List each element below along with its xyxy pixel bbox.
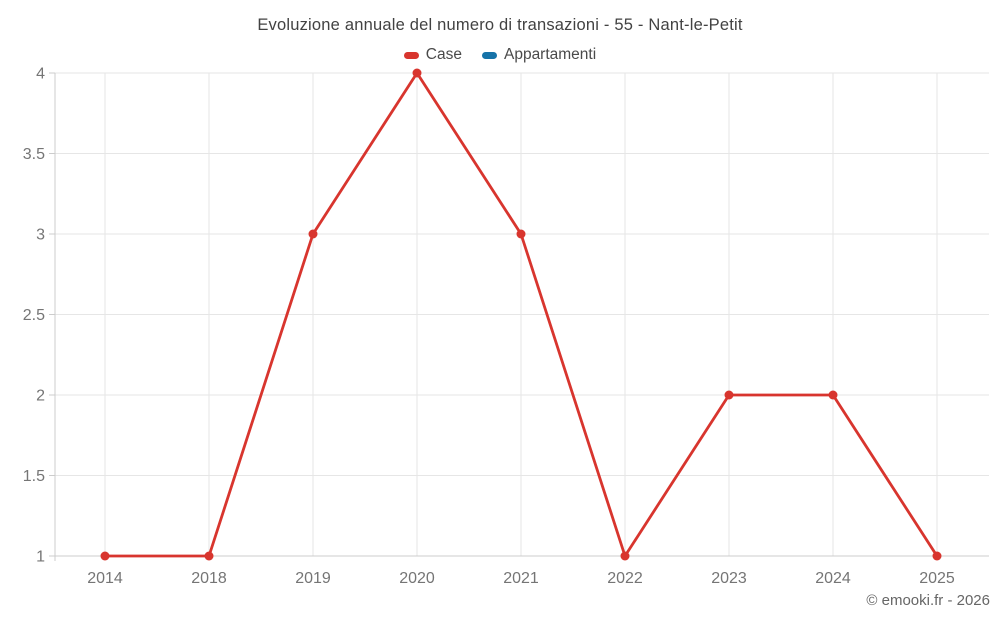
x-axis-label: 2020 (399, 570, 435, 587)
x-axis-label: 2025 (919, 570, 955, 587)
y-axis-label: 3.5 (23, 146, 45, 163)
x-axis-label: 2023 (711, 570, 747, 587)
case-series-swatch-icon (403, 51, 419, 59)
data-point-case (100, 551, 110, 561)
legend-item-case[interactable]: Case (403, 46, 462, 64)
y-axis-label: 1 (36, 549, 45, 566)
x-axis-label: 2018 (191, 570, 227, 587)
x-axis-label: 2022 (607, 570, 643, 587)
data-point-case (412, 68, 422, 78)
data-point-case (724, 390, 734, 400)
chart-title: Evoluzione annuale del numero di transaz… (257, 16, 743, 34)
y-axis-label: 3 (36, 227, 45, 244)
data-point-case (932, 551, 942, 561)
y-axis-label: 2.5 (23, 307, 45, 324)
data-point-case (828, 390, 838, 400)
data-point-case (308, 229, 318, 239)
y-axis-label: 1.5 (23, 468, 45, 485)
data-point-case (620, 551, 630, 561)
y-axis-label: 4 (36, 66, 45, 83)
data-point-case (516, 229, 526, 239)
data-point-case (204, 551, 214, 561)
legend-label-appartamenti: Appartamenti (503, 46, 597, 63)
legend-label-case: Case (425, 46, 462, 63)
x-axis-label: 2019 (295, 570, 331, 587)
appartamenti-series-swatch-icon (481, 51, 497, 59)
y-axis-label: 2 (36, 388, 45, 405)
copyright-footer: © emooki.fr - 2026 (866, 592, 990, 609)
x-axis-label: 2021 (503, 570, 539, 587)
x-axis-label: 2024 (815, 570, 851, 587)
x-axis-label: 2014 (87, 570, 123, 587)
chart-legend: Case Appartamenti (0, 46, 1000, 64)
legend-item-appartamenti[interactable]: Appartamenti (481, 46, 597, 64)
